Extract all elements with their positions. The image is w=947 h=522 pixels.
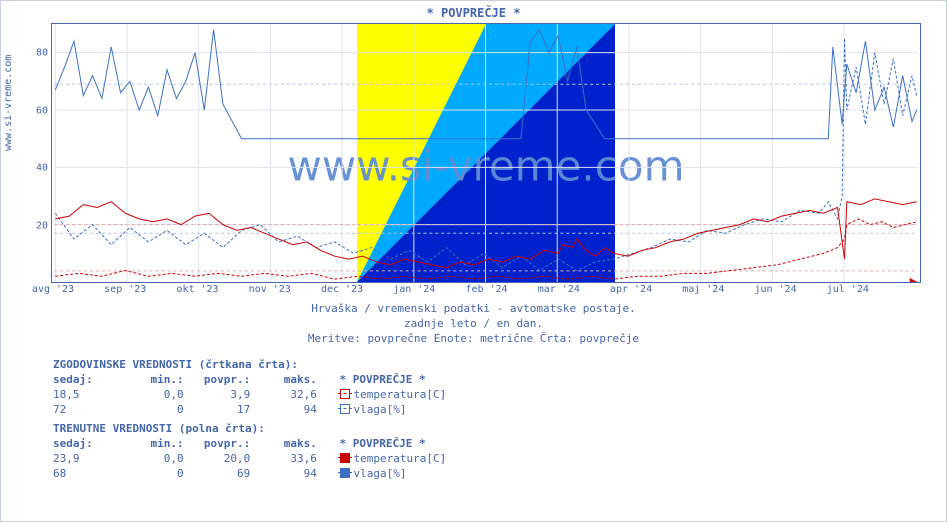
hist-hum-sedaj: 72 [53,402,117,417]
col-maks: maks. [257,372,317,387]
xtick: nov '23 [249,284,291,295]
xtick: jul '24 [827,284,869,295]
curr-temp-min: 0,0 [124,451,184,466]
curr-hum-maks: 94 [257,466,317,481]
ytick: 20 [36,221,48,232]
curr-temp-legend-text: temperatura[C] [354,451,447,466]
col-maks2: maks. [257,436,317,451]
plot-area: www.si-vreme.com 20406080avg '23sep '23o… [51,23,921,283]
hist-temp-sedaj: 18,5 [53,387,117,402]
xtick: feb '24 [465,284,507,295]
plot-svg [52,24,920,282]
col-min2: min.: [124,436,184,451]
subtitle-line1: Hrvaška / vremenski podatki - avtomatske… [1,301,946,316]
hist-hum-povpr: 17 [190,402,250,417]
curr-temp-sedaj: 23,9 [53,451,117,466]
swatch-curr-hum [340,468,350,478]
col-legend-title2: * POVPREČJE * [324,436,500,451]
curr-temp-maks: 33,6 [257,451,317,466]
hist-title: ZGODOVINSKE VREDNOSTI (črtkana črta): [53,357,500,372]
xtick: maj '24 [682,284,724,295]
curr-hum-legend-text: vlaga[%] [354,466,407,481]
hist-hum-maks: 94 [257,402,317,417]
subtitle-block: Hrvaška / vremenski podatki - avtomatske… [1,301,946,346]
curr-row-hum: 68 0 69 94 vlaga[%] [53,466,500,481]
curr-temp-legend: temperatura[C] [324,451,500,466]
curr-hum-povpr: 69 [190,466,250,481]
curr-hum-legend: vlaga[%] [324,466,500,481]
xtick: sep '23 [104,284,146,295]
xtick: okt '23 [176,284,218,295]
subtitle-line2: zadnje leto / en dan. [1,316,946,331]
curr-temp-povpr: 20,0 [190,451,250,466]
y-axis-site-label: www.si-vreme.com [3,55,14,151]
chart-title: * POVPREČJE * [1,6,946,20]
subtitle-line3: Meritve: povprečne Enote: metrične Črta:… [1,331,946,346]
hist-temp-legend: temperatura[C] [324,387,500,402]
hist-row-temp: 18,5 0,0 3,9 32,6 temperatura[C] [53,387,500,402]
hist-hum-legend: vlaga[%] [324,402,500,417]
hist-header-row: sedaj: min.: povpr.: maks. * POVPREČJE * [53,372,500,387]
hist-temp-maks: 32,6 [257,387,317,402]
xtick: apr '24 [610,284,652,295]
hist-temp-min: 0,0 [124,387,184,402]
swatch-hist-hum [340,404,350,414]
ytick: 60 [36,105,48,116]
hist-temp-povpr: 3,9 [190,387,250,402]
xtick: mar '24 [538,284,580,295]
swatch-hist-temp [340,389,350,399]
swatch-curr-temp [340,453,350,463]
chart-container: www.si-vreme.com * POVPREČJE * www.si-vr… [0,0,947,522]
curr-hum-min: 0 [124,466,184,481]
xtick: jan '24 [393,284,435,295]
hist-hum-min: 0 [124,402,184,417]
col-povpr2: povpr.: [190,436,250,451]
xtick: avg '23 [32,284,74,295]
curr-row-temp: 23,9 0,0 20,0 33,6 temperatura[C] [53,451,500,466]
col-sedaj2: sedaj: [53,436,117,451]
stats-tables: ZGODOVINSKE VREDNOSTI (črtkana črta): se… [53,357,500,481]
curr-title: TRENUTNE VREDNOSTI (polna črta): [53,421,500,436]
hist-hum-legend-text: vlaga[%] [354,402,407,417]
hist-row-hum: 72 0 17 94 vlaga[%] [53,402,500,417]
col-legend-title: * POVPREČJE * [324,372,500,387]
col-povpr: povpr.: [190,372,250,387]
ytick: 80 [36,47,48,58]
ytick: 40 [36,163,48,174]
xtick: jun '24 [754,284,796,295]
hist-temp-legend-text: temperatura[C] [354,387,447,402]
col-min: min.: [124,372,184,387]
curr-hum-sedaj: 68 [53,466,117,481]
curr-header-row: sedaj: min.: povpr.: maks. * POVPREČJE * [53,436,500,451]
col-sedaj: sedaj: [53,372,117,387]
xtick: dec '23 [321,284,363,295]
